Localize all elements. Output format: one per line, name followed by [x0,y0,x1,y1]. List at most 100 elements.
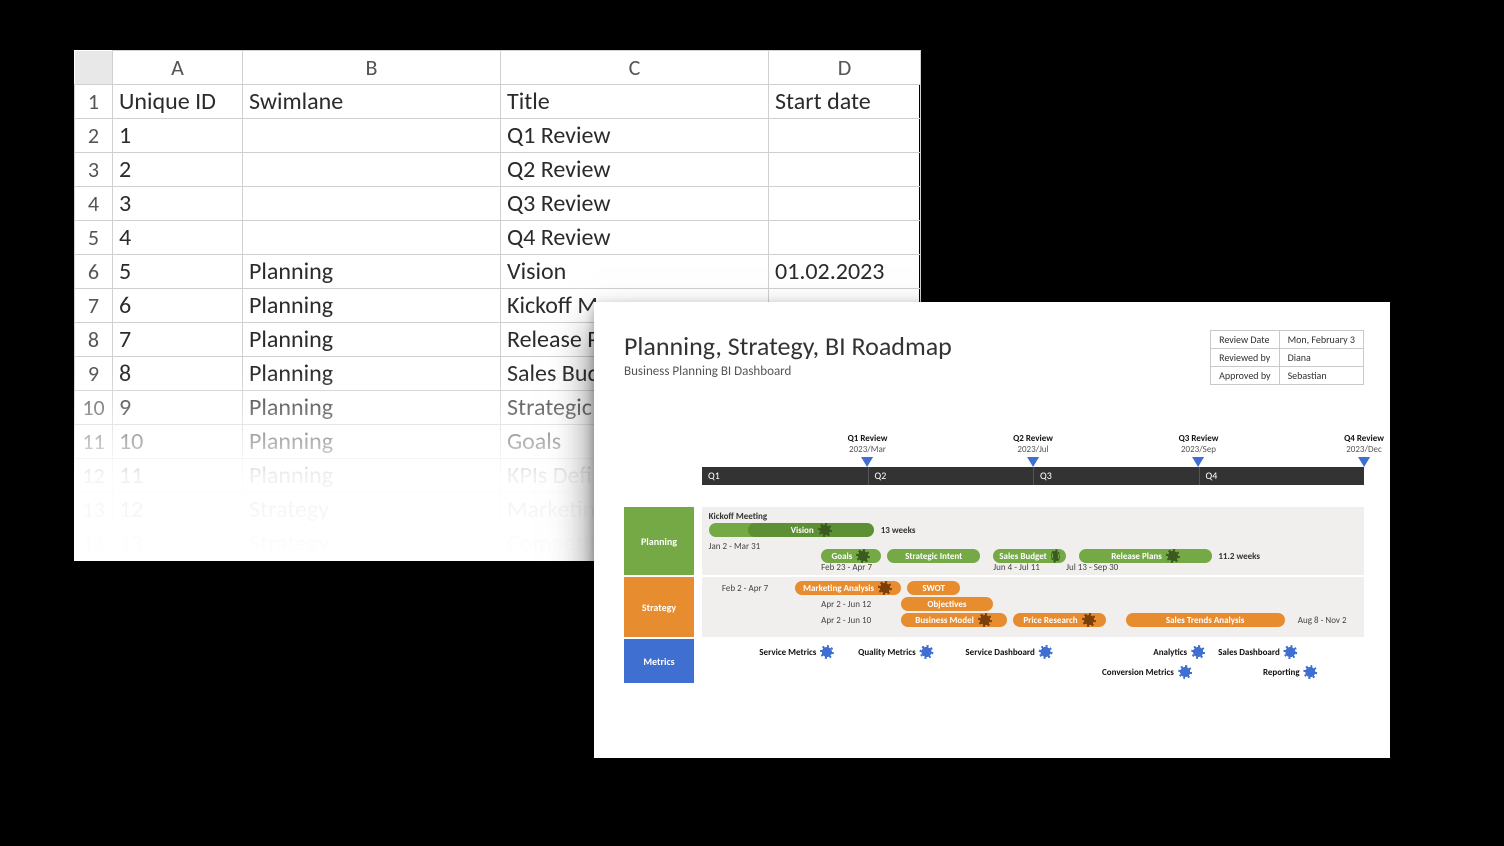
cell[interactable]: 4 [113,221,243,255]
row-head[interactable]: 3 [75,153,113,187]
table-row: 65PlanningVision01.02.2023 [75,255,921,289]
gear-icon [1051,549,1060,563]
cell[interactable]: 11 [113,459,243,493]
roadmap-bar[interactable]: Objectives [901,597,994,611]
cell[interactable]: Vision [501,255,769,289]
metric-item[interactable]: Quality Metrics [858,645,934,659]
cell[interactable]: Q3 Review [501,187,769,221]
cell[interactable] [769,187,921,221]
roadmap-bar[interactable]: Strategic Intent [887,549,980,563]
cell[interactable]: 3 [113,187,243,221]
metric-label: Service Metrics [759,647,816,658]
annotation-text: Feb 2 - Apr 7 [722,583,768,594]
row-head[interactable]: 10 [75,391,113,425]
roadmap-bar[interactable]: Sales Trends Analysis [1126,613,1285,627]
row-head[interactable]: 1 [75,85,113,119]
col-head-B[interactable]: B [243,51,501,85]
cell[interactable]: 10 [113,425,243,459]
annotation-text: Kickoff Meeting [709,511,767,522]
cell[interactable]: Planning [243,425,501,459]
col-head-C[interactable]: C [501,51,769,85]
col-head-D[interactable]: D [769,51,921,85]
roadmap-bar[interactable]: Marketing Analysis [795,581,901,595]
row-head[interactable]: 12 [75,459,113,493]
milestone-date: 2023/Sep [1179,444,1219,455]
cell[interactable]: Q2 Review [501,153,769,187]
cell[interactable]: 01.02.2023 [769,255,921,289]
metric-item[interactable]: Service Metrics [759,645,834,659]
cell[interactable]: Q1 Review [501,119,769,153]
meta-label: Reviewed by [1211,349,1280,367]
bar-label: Sales Trends Analysis [1166,615,1245,626]
lane-label-strategy: Strategy [624,577,694,639]
metric-item[interactable]: Reporting [1263,665,1318,679]
cell[interactable] [243,187,501,221]
metric-item[interactable]: Sales Dashboard [1218,645,1298,659]
cell[interactable]: 7 [113,323,243,357]
cell[interactable]: Planning [243,289,501,323]
gear-icon [1304,665,1318,679]
cell[interactable]: Strategy [243,527,501,561]
roadmap-bar[interactable]: Sales Budget [993,549,1066,563]
roadmap-bar[interactable]: Business Model [901,613,1007,627]
cell[interactable]: Planning [243,255,501,289]
cell[interactable]: Planning [243,357,501,391]
cell[interactable]: Title [501,85,769,119]
cell[interactable]: 6 [113,289,243,323]
cell[interactable]: Planning [243,459,501,493]
cell[interactable]: 9 [113,391,243,425]
row-head[interactable]: 11 [75,425,113,459]
milestone-pointer-icon [861,457,873,467]
cell[interactable]: 2 [113,153,243,187]
cell[interactable]: 12 [113,493,243,527]
roadmap-bar[interactable]: Vision [748,523,874,537]
annotation-text: Jan 2 - Mar 31 [709,541,761,552]
metric-label: Conversion Metrics [1102,667,1174,678]
cell[interactable]: 13 [113,527,243,561]
roadmap-bar[interactable]: Price Research [1013,613,1106,627]
row-head[interactable]: 13 [75,493,113,527]
gear-icon [1191,645,1205,659]
row-head[interactable]: 8 [75,323,113,357]
row-head[interactable]: 2 [75,119,113,153]
cell[interactable]: Start date [769,85,921,119]
metric-item[interactable]: Service Dashboard [965,645,1052,659]
bar-label: Vision [791,525,814,536]
metric-label: Analytics [1153,647,1187,658]
roadmap-bar[interactable]: SWOT [907,581,960,595]
row-head[interactable]: 5 [75,221,113,255]
metric-item[interactable]: Conversion Metrics [1102,665,1192,679]
lane-track-strategy: Marketing Analysis SWOT Objectives Business… [702,577,1364,639]
row-head[interactable]: 7 [75,289,113,323]
roadmap-bar[interactable]: Goals [821,549,881,563]
cell[interactable]: Strategy [243,493,501,527]
milestone-date: 2023/Jul [1013,444,1053,455]
cell[interactable]: Swimlane [243,85,501,119]
cell[interactable] [769,153,921,187]
lane-track-metrics: Service Metrics Quality Metrics Service Da… [702,639,1364,685]
cell[interactable] [243,153,501,187]
cell[interactable] [769,221,921,255]
cell[interactable] [243,119,501,153]
cell[interactable]: Unique ID [113,85,243,119]
select-all-corner[interactable] [75,51,113,85]
metric-item[interactable]: Analytics [1153,645,1205,659]
cell[interactable]: 5 [113,255,243,289]
cell[interactable]: Planning [243,323,501,357]
cell[interactable] [769,119,921,153]
cell[interactable]: Planning [243,391,501,425]
cell[interactable]: 8 [113,357,243,391]
gear-icon [920,645,934,659]
quarter-segment: Q2 [868,467,1034,485]
col-head-A[interactable]: A [113,51,243,85]
cell[interactable] [243,221,501,255]
cell[interactable]: Q4 Review [501,221,769,255]
lane-label-planning: Planning [624,507,694,577]
cell[interactable]: 1 [113,119,243,153]
row-head[interactable]: 9 [75,357,113,391]
row-head[interactable]: 14 [75,527,113,561]
row-head[interactable]: 4 [75,187,113,221]
bar-label: Strategic Intent [905,551,962,562]
row-head[interactable]: 6 [75,255,113,289]
roadmap-bar[interactable]: Release Plans [1079,549,1211,563]
